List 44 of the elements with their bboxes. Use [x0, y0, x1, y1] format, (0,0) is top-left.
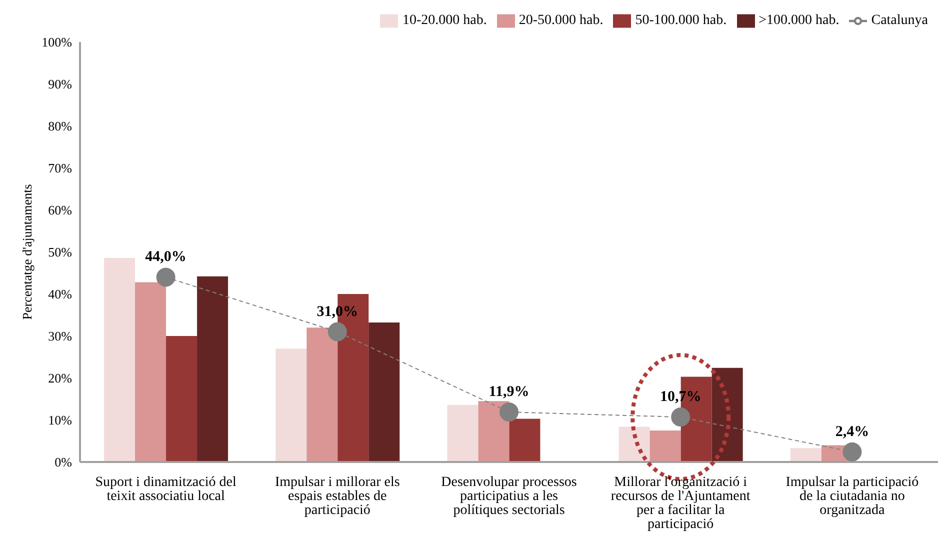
- point: [500, 402, 518, 422]
- bar: [276, 348, 307, 462]
- legend-label: 50-100.000 hab.: [635, 13, 727, 28]
- bar: [478, 401, 510, 462]
- x-tick-label: Impulsar la participació de la ciutadania no organitzada: [786, 474, 919, 518]
- point: [156, 268, 176, 287]
- legend-label: 20-50.000 hab.: [518, 13, 604, 28]
- point: [328, 322, 347, 342]
- x-tick-label: Desenvolupar processos participatius a les polítiques sectorials: [441, 474, 577, 518]
- legend-label: >100.000 hab.: [758, 13, 840, 28]
- bar: [509, 418, 540, 462]
- data-label: 11,9%: [488, 384, 530, 400]
- y-tick-label: 60%: [48, 202, 72, 218]
- bar: [197, 276, 228, 462]
- y-tick-label: 100%: [42, 34, 72, 50]
- y-tick-label: 10%: [48, 412, 72, 428]
- bar: [166, 336, 198, 462]
- legend-label: 10-20.000 hab.: [402, 13, 487, 28]
- bar: [712, 368, 743, 462]
- y-tick-label: 30%: [48, 328, 72, 344]
- bar: [650, 430, 681, 462]
- y-axis-title: Percentatge d'ajuntaments: [20, 184, 35, 320]
- y-tick-label: 80%: [48, 118, 72, 134]
- y-tick-label: 50%: [48, 244, 72, 260]
- y-tick-label: 0%: [54, 454, 72, 470]
- y-tick-label: 40%: [48, 286, 72, 302]
- bar: [104, 258, 136, 462]
- bar: [368, 322, 400, 462]
- bar: [135, 282, 166, 462]
- y-tick-label: 20%: [48, 370, 72, 386]
- legend-label: Catalunya: [871, 13, 928, 28]
- bar: [618, 426, 650, 462]
- point: [842, 442, 862, 462]
- x-tick-label: Impulsar i millorar els espais estables de participació: [274, 474, 400, 518]
- y-tick-label: 70%: [48, 160, 72, 176]
- bar: [790, 448, 822, 462]
- x-tick-label: Suport i dinamització del teixit associatiu local: [95, 474, 236, 504]
- data-label: 2,4%: [835, 424, 870, 440]
- bar: [306, 328, 338, 462]
- bar: [447, 404, 478, 462]
- point: [671, 408, 690, 427]
- data-label: 44,0%: [145, 249, 186, 266]
- x-tick-label: Millorar l'organització i recursos de l'Ajuntament per a facilitar la participació: [610, 474, 750, 532]
- y-tick-label: 90%: [48, 76, 72, 92]
